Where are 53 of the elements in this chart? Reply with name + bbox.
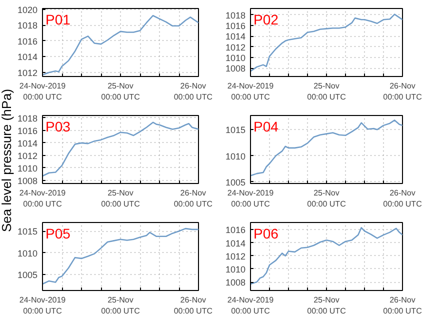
- x-tick-label: 26-Nov 00:00 UTC: [383, 296, 422, 316]
- y-tick-label: 1010: [17, 248, 38, 258]
- x-tick-label: 24-Nov-2019 00:00 UTC: [19, 188, 66, 208]
- y-tick-label: 1016: [17, 36, 38, 46]
- y-tick-label: 1020: [17, 4, 38, 15]
- y-tick-label: 1008: [225, 278, 246, 288]
- x-tick-label: 24-Nov-2019 00:00 UTC: [227, 188, 274, 208]
- chart-title: P02: [254, 12, 279, 28]
- chart-title: P06: [254, 226, 279, 242]
- y-tick-label: 1018: [225, 10, 246, 20]
- y-tick-label: 1010: [225, 151, 246, 162]
- y-tick-label: 1012: [225, 251, 246, 262]
- y-tick-label: 1014: [225, 32, 246, 42]
- y-tick-label: 1005: [225, 177, 246, 188]
- y-tick-label: 1014: [17, 138, 38, 148]
- x-tick-label: 26-Nov 00:00 UTC: [174, 296, 213, 316]
- y-tick-label: 1008: [225, 64, 246, 74]
- chart-title: P01: [46, 12, 71, 28]
- x-tick-label: 26-Nov 00:00 UTC: [383, 82, 422, 102]
- y-tick-label: 1016: [225, 225, 246, 236]
- x-tick-label: 26-Nov 00:00 UTC: [174, 82, 213, 102]
- y-tick-label: 1018: [17, 20, 38, 31]
- y-tick-label: 1014: [17, 52, 38, 62]
- chart-title: P04: [254, 118, 279, 134]
- x-tick-label: 24-Nov-2019 00:00 UTC: [227, 296, 274, 316]
- x-tick-label: 24-Nov-2019 00:00 UTC: [19, 296, 66, 316]
- x-tick-label: 25-Nov 00:00 UTC: [307, 82, 346, 102]
- x-tick-label: 25-Nov 00:00 UTC: [101, 188, 140, 208]
- y-axis-title: Sea level pressure (hPa): [0, 88, 14, 234]
- y-tick-label: 1010: [17, 163, 38, 174]
- x-tick-label: 25-Nov 00:00 UTC: [101, 82, 140, 102]
- y-tick-label: 1016: [225, 21, 246, 31]
- chart-title: P03: [46, 118, 71, 134]
- y-tick-label: 1015: [17, 226, 38, 237]
- y-tick-label: 1005: [17, 270, 38, 280]
- x-tick-label: 26-Nov 00:00 UTC: [383, 188, 422, 208]
- y-tick-label: 1012: [17, 68, 38, 78]
- y-tick-label: 1010: [225, 264, 246, 274]
- x-tick-label: 24-Nov-2019 00:00 UTC: [227, 82, 274, 102]
- y-tick-label: 1012: [225, 42, 246, 52]
- x-tick-label: 24-Nov-2019 00:00 UTC: [19, 82, 66, 102]
- x-tick-label: 25-Nov 00:00 UTC: [307, 296, 346, 316]
- y-tick-label: 1012: [17, 150, 38, 161]
- y-tick-label: 1015: [225, 125, 246, 136]
- y-tick-label: 1018: [17, 113, 38, 124]
- y-tick-label: 1016: [17, 126, 38, 136]
- x-tick-label: 25-Nov 00:00 UTC: [307, 188, 346, 208]
- y-tick-label: 1010: [225, 52, 246, 63]
- chart-title: P05: [46, 226, 71, 242]
- y-tick-label: 1008: [17, 176, 38, 186]
- y-tick-label: 1014: [225, 238, 246, 248]
- x-tick-label: 26-Nov 00:00 UTC: [174, 188, 213, 208]
- x-tick-label: 25-Nov 00:00 UTC: [101, 296, 140, 316]
